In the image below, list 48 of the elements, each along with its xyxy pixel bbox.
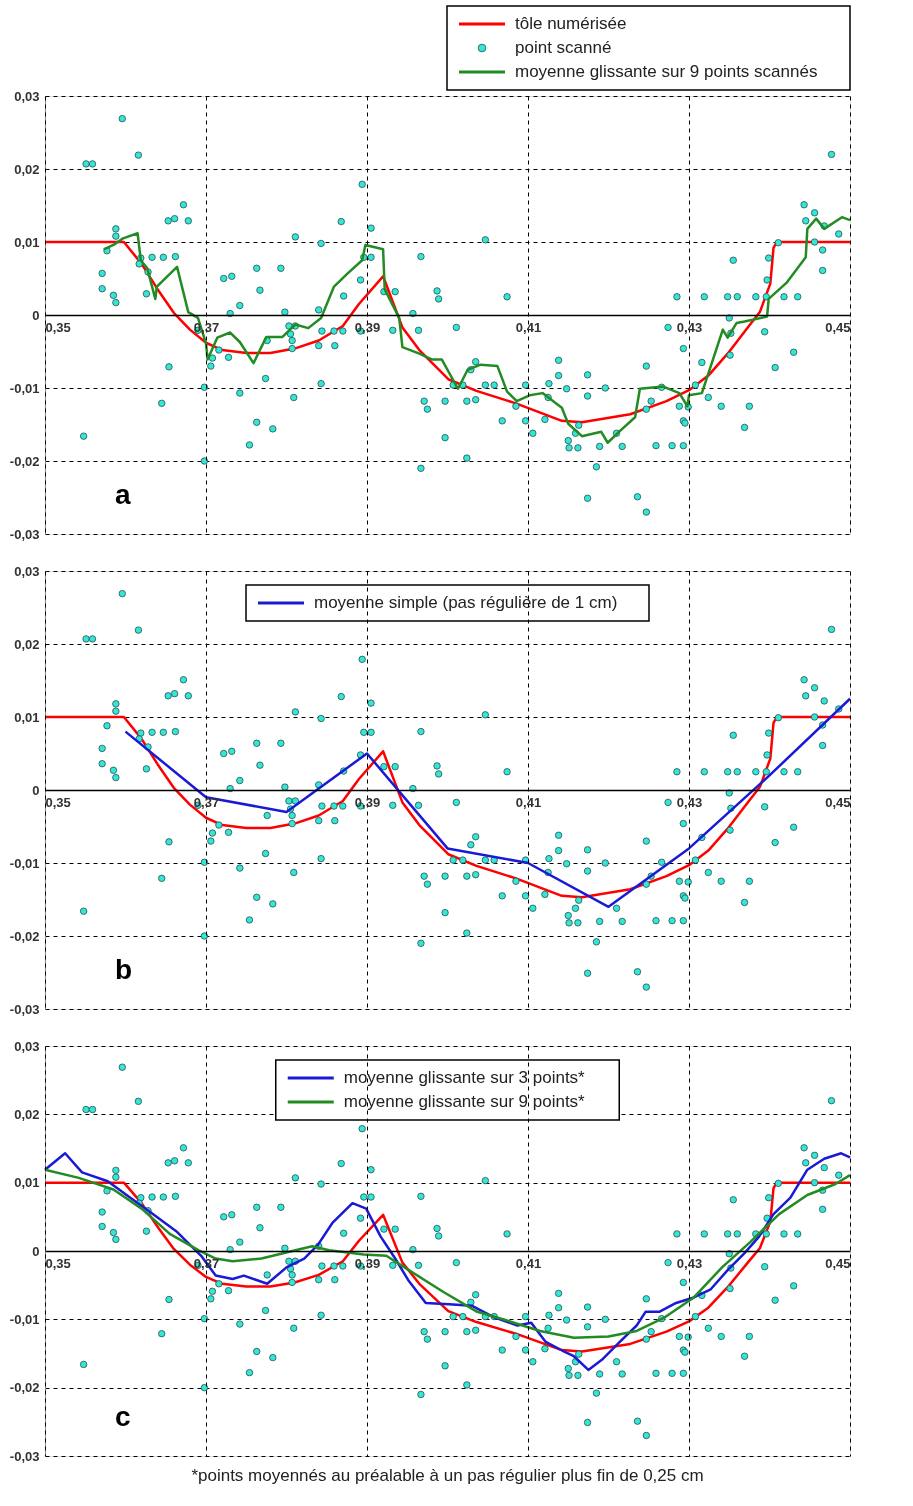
x-tick-label: 0,41	[515, 794, 542, 810]
annotation: c	[115, 1401, 131, 1432]
y-tick-label: -0,02	[9, 453, 40, 469]
y-tick-label: 0,02	[14, 1106, 40, 1122]
x-tick-label: 0,43	[676, 1255, 703, 1271]
legend-label: moyenne simple (pas régulière de 1 cm)	[314, 593, 618, 612]
y-tick-label: 0,01	[14, 1175, 40, 1191]
x-tick-label: 0,41	[515, 1255, 542, 1271]
y-tick-label: 0	[32, 1243, 40, 1259]
y-tick-label: -0,01	[9, 1311, 40, 1327]
x-tick-label: 0,39	[354, 319, 381, 335]
y-tick-label: 0,03	[14, 1038, 40, 1054]
y-tick-label: -0,03	[9, 1001, 40, 1017]
x-tick-label: 0,39	[354, 794, 381, 810]
legend-label: moyenne glissante sur 9 points*	[343, 1092, 586, 1111]
y-tick-label: -0,02	[9, 1380, 40, 1396]
y-tick-label: 0,02	[14, 161, 40, 177]
y-tick-label: 0	[32, 782, 40, 798]
y-tick-label: -0,03	[9, 526, 40, 542]
y-tick-label: -0,01	[9, 380, 40, 396]
y-tick-label: 0,01	[14, 709, 40, 725]
y-tick-label: 0,02	[14, 636, 40, 652]
x-tick-label: 0,45	[825, 1255, 851, 1271]
x-tick-label: 0,39	[354, 1255, 381, 1271]
annotation: b	[115, 954, 133, 985]
annotation: a	[115, 479, 131, 510]
y-tick-label: 0	[32, 307, 40, 323]
x-tick-label: 0,45	[825, 319, 851, 335]
x-tick-label: 0,35	[45, 319, 71, 335]
line-series	[124, 697, 852, 909]
legend-label: moyenne glissante sur 3 points*	[343, 1068, 586, 1087]
y-tick-label: 0,03	[14, 88, 40, 104]
y-tick-label: -0,03	[9, 1448, 40, 1464]
x-tick-label: 0,43	[676, 319, 703, 335]
y-tick-label: 0,01	[14, 234, 40, 250]
x-tick-label: 0,35	[45, 794, 71, 810]
line-series	[43, 1152, 852, 1372]
legend-label: moyenne glissante sur 9 points scannés	[515, 62, 818, 81]
x-tick-label: 0,45	[825, 794, 851, 810]
x-tick-label: 0,41	[515, 319, 542, 335]
legend-label: point scanné	[515, 38, 612, 57]
x-tick-label: 0,35	[45, 1255, 71, 1271]
y-tick-label: -0,02	[9, 928, 40, 944]
text: *points moyennés au préalable à un pas régulier plus fin de 0,25 cm	[191, 1466, 704, 1485]
x-tick-label: 0,43	[676, 794, 703, 810]
legend-label: tôle numérisée	[515, 14, 627, 33]
y-tick-label: -0,01	[9, 855, 40, 871]
y-tick-label: 0,03	[14, 563, 40, 579]
